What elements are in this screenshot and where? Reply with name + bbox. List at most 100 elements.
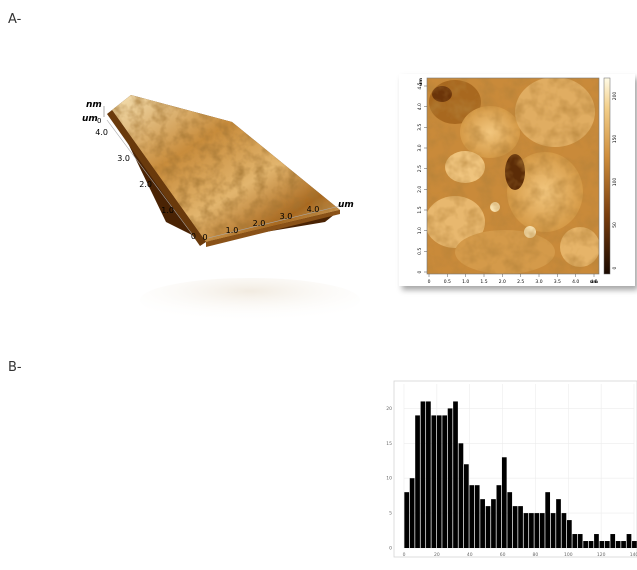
colorbar-tick-label: 100 xyxy=(612,178,618,187)
y-axis-ticks: 0 5 10 15 20 xyxy=(386,406,392,552)
histogram-bar xyxy=(610,534,616,548)
histogram-bar xyxy=(512,506,518,548)
histogram-bar xyxy=(507,492,513,548)
afm-x-tick-label: 3.5 xyxy=(554,279,561,285)
hist-y-tick-label: 20 xyxy=(386,406,392,412)
histogram-bar xyxy=(436,415,442,548)
y-axis-ticks: 0 1.0 2.0 3.0 4.0 xyxy=(95,128,196,241)
histogram-bar xyxy=(442,415,448,548)
x-tick-label: 0 xyxy=(202,233,207,242)
hist-x-tick-label: 120 xyxy=(597,552,606,558)
histogram-bar xyxy=(588,541,594,548)
hist-x-tick-label: 140 xyxy=(630,552,637,558)
afm-y-tick-label: 3.5 xyxy=(417,124,423,131)
x-tick-label: 1.0 xyxy=(226,226,239,235)
afm-x-ticks: 0 0.5 1.0 1.5 2.0 2.5 3.0 3.5 4.0 4.5 xyxy=(428,274,598,285)
hist-y-tick-label: 0 xyxy=(389,546,392,552)
x-tick-label: 4.0 xyxy=(307,205,320,214)
afm-y-tick-label: 1.0 xyxy=(417,227,423,234)
histogram-bar xyxy=(458,443,464,548)
x-axis-ticks: 0 1.0 2.0 3.0 4.0 xyxy=(202,205,319,242)
histogram-bar xyxy=(420,401,426,548)
histogram-bar xyxy=(545,492,551,548)
afm-y-unit: um xyxy=(419,78,424,86)
afm-x-tick-label: 0 xyxy=(428,279,431,285)
y-axis-unit: um xyxy=(82,114,98,124)
afm-y-tick-label: 0.5 xyxy=(417,248,423,255)
y-tick-label: 1.0 xyxy=(161,206,174,215)
histogram-bar xyxy=(594,534,599,548)
histogram-bar xyxy=(523,513,529,548)
colorbar xyxy=(603,77,611,275)
hist-x-tick-label: 60 xyxy=(500,552,506,558)
histogram-bar xyxy=(626,534,632,548)
histogram-bar xyxy=(583,541,588,548)
afm-x-tick-label: 3.0 xyxy=(535,279,542,285)
histogram-bar xyxy=(615,541,621,548)
histogram-bar xyxy=(453,401,458,548)
histogram-bar xyxy=(426,401,431,548)
surface-body xyxy=(107,95,340,247)
afm-3d-surface-plot: nm um 0 um 0 1.0 2.0 3.0 4.0 0 1.0 2.0 3.0 4.0 xyxy=(82,95,360,322)
histogram-bar xyxy=(529,513,534,548)
histogram-bar xyxy=(577,534,583,548)
height-map xyxy=(427,78,599,274)
y-tick-label: 2.0 xyxy=(139,180,152,189)
afm-y-ticks: 0 0.5 1.0 1.5 2.0 2.5 3.0 3.5 4.0 4.5 xyxy=(417,82,427,273)
histogram-bar xyxy=(566,520,572,548)
surface-reflection xyxy=(140,278,360,322)
afm-y-tick-label: 2.5 xyxy=(417,165,423,172)
histogram-bar xyxy=(518,506,523,548)
hist-x-tick-label: 100 xyxy=(564,552,573,558)
histogram-bar xyxy=(496,485,502,548)
histogram-bar xyxy=(469,485,475,548)
hist-x-tick-label: 40 xyxy=(467,552,473,558)
y-tick-label: 0 xyxy=(191,232,196,241)
afm-height-image: 0 0.5 1.0 1.5 2.0 2.5 3.0 3.5 4.0 4.5 0 0.5 1.0 1.5 2… xyxy=(399,74,635,286)
panel-label-a: A- xyxy=(8,12,22,27)
z-axis-tick: 0 xyxy=(97,117,101,125)
histogram-bar xyxy=(404,492,410,548)
x-axis-ticks: 0 20 40 60 80 100 120 140 xyxy=(403,552,637,558)
y-tick-label: 3.0 xyxy=(117,154,130,163)
histogram-bar xyxy=(415,415,420,548)
colorbar-tick-label: 50 xyxy=(612,222,618,228)
histogram-bar xyxy=(431,415,437,548)
histogram-bar xyxy=(491,499,496,548)
afm-y-tick-label: 4.5 xyxy=(417,82,423,89)
colorbar-tick-label: 150 xyxy=(612,135,618,144)
hist-y-tick-label: 5 xyxy=(389,511,392,517)
histogram-bar xyxy=(621,541,626,548)
afm-y-tick-label: 2.0 xyxy=(417,186,423,193)
afm-x-tick-label: 4.5 xyxy=(590,279,597,285)
afm-x-tick-label: 1.0 xyxy=(462,279,469,285)
histogram-bar xyxy=(632,541,637,548)
histogram-bar xyxy=(480,499,485,548)
z-axis-unit: nm xyxy=(86,100,102,110)
hist-x-tick-label: 0 xyxy=(403,552,406,558)
surface-axes xyxy=(103,106,341,239)
histogram-bar xyxy=(572,534,578,548)
histogram-bar xyxy=(550,513,556,548)
histogram-bar xyxy=(463,464,469,548)
hist-x-tick-label: 20 xyxy=(434,552,440,558)
afm-y-tick-label: 0 xyxy=(417,270,423,273)
histogram-bar xyxy=(556,499,561,548)
colorbar-ticks: 0 50 100 150 200 xyxy=(612,92,618,270)
histogram-bar xyxy=(485,506,491,548)
histogram-bar xyxy=(474,485,480,548)
afm-y-tick-label: 3.0 xyxy=(417,144,423,151)
histogram-bar xyxy=(604,541,610,548)
hist-y-tick-label: 15 xyxy=(386,441,392,447)
x-axis-unit: um xyxy=(338,200,354,210)
histogram-bar xyxy=(534,513,540,548)
histogram-bar xyxy=(409,478,415,548)
histogram-chart: 0 20 40 60 80 100 120 140 0 5 10 15 20 xyxy=(386,380,637,558)
panel-label-b: B- xyxy=(8,360,22,375)
afm-x-tick-label: 2.5 xyxy=(517,279,524,285)
hist-x-tick-label: 80 xyxy=(533,552,539,558)
x-tick-label: 2.0 xyxy=(253,219,266,228)
colorbar-tick-label: 200 xyxy=(612,92,618,101)
afm-x-tick-label: 2.0 xyxy=(499,279,506,285)
afm-x-tick-label: 1.5 xyxy=(480,279,487,285)
